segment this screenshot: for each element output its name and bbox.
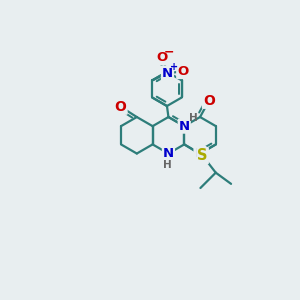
Text: N: N xyxy=(163,147,174,160)
Text: +: + xyxy=(170,61,178,72)
Text: H: H xyxy=(189,113,198,123)
Text: O: O xyxy=(157,51,168,64)
Text: H: H xyxy=(164,160,172,170)
Text: O: O xyxy=(203,94,215,108)
Text: −: − xyxy=(164,46,174,59)
Text: N: N xyxy=(194,147,206,160)
Text: N: N xyxy=(162,67,173,80)
Text: S: S xyxy=(197,148,208,163)
Text: O: O xyxy=(177,65,188,78)
Text: N: N xyxy=(179,120,190,133)
Text: O: O xyxy=(115,100,127,114)
